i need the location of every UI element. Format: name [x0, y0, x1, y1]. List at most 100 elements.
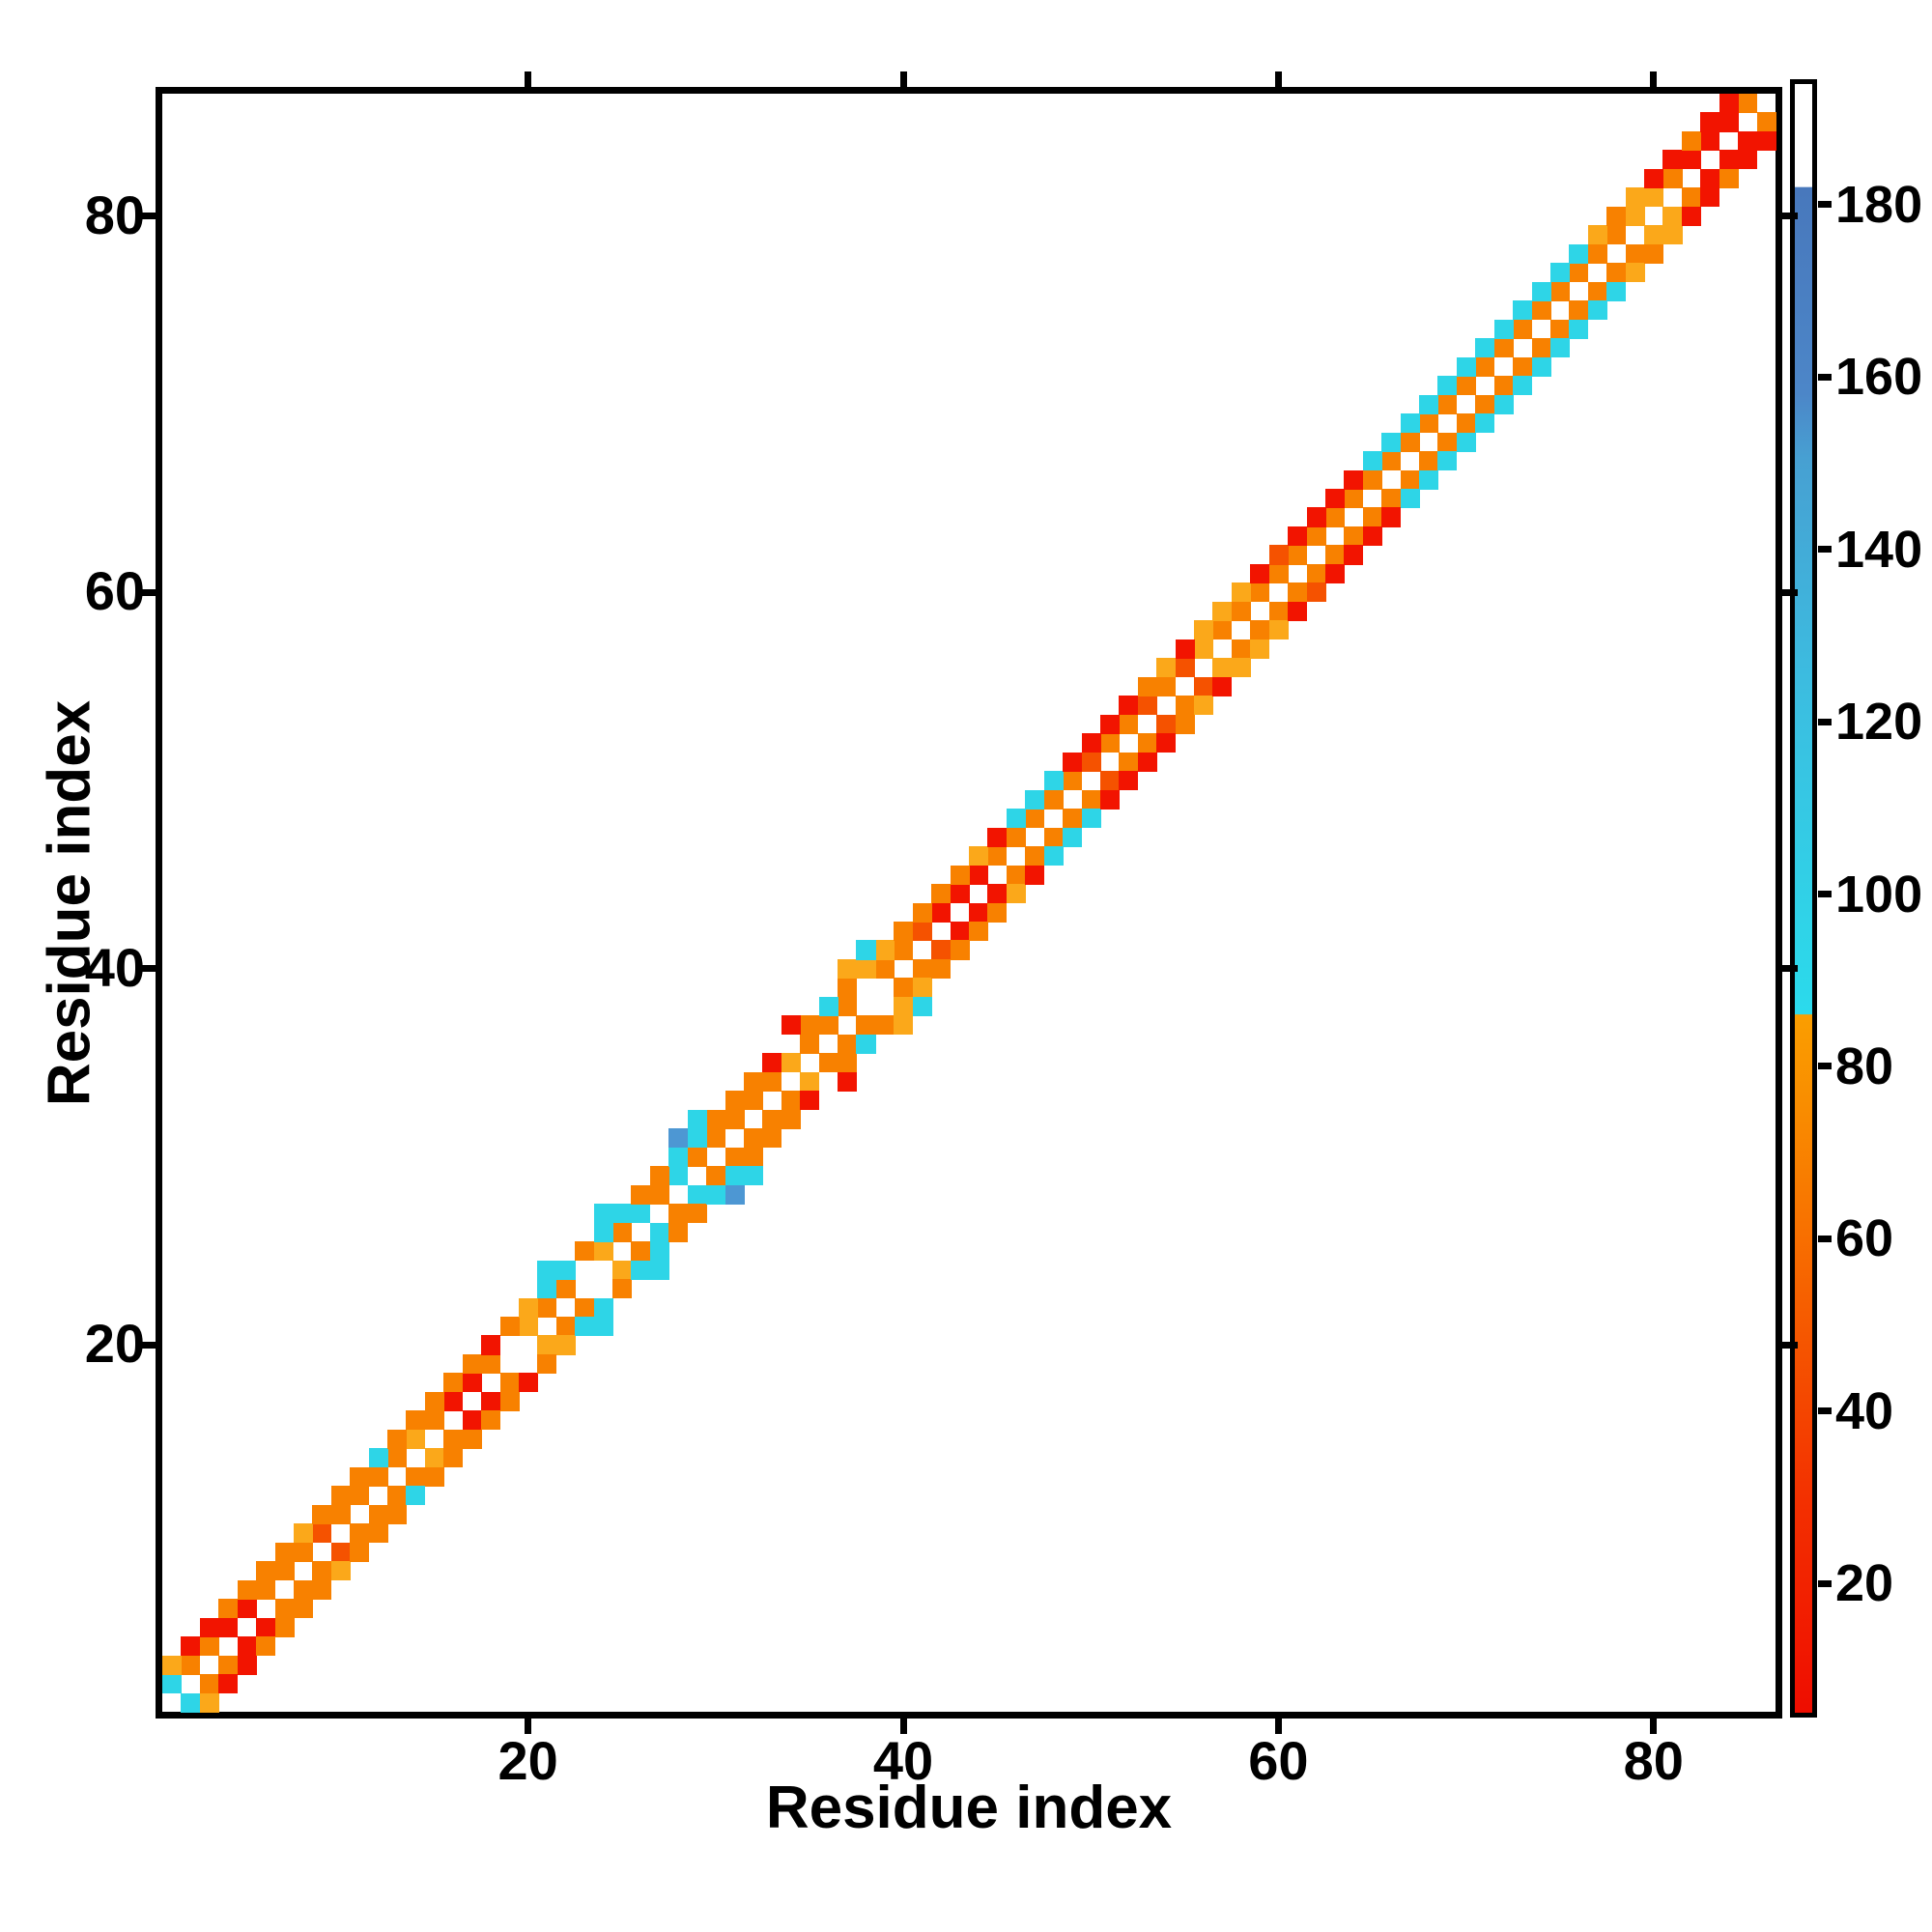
contact-cell — [762, 1128, 782, 1149]
colorbar-tick-mark — [1818, 1063, 1832, 1070]
contact-cell — [1381, 432, 1402, 452]
x-tick-mark — [525, 1719, 532, 1734]
contact-cell — [575, 1297, 595, 1318]
contact-cell — [1362, 451, 1382, 471]
contact-cell — [950, 940, 970, 960]
contact-cell — [1549, 338, 1570, 358]
contact-cell — [612, 1204, 633, 1224]
contact-cell — [894, 921, 914, 942]
contact-cell — [1756, 130, 1776, 152]
contact-cell — [1119, 714, 1139, 734]
contact-cell — [1644, 168, 1664, 188]
contact-cell — [293, 1599, 313, 1619]
colorbar-tick-label: 140 — [1835, 520, 1923, 579]
colorbar-tick-label: 20 — [1835, 1554, 1894, 1613]
contact-cell — [1175, 658, 1195, 678]
contact-cell — [256, 1561, 276, 1581]
contact-cell — [1456, 432, 1476, 452]
colorbar — [1790, 79, 1817, 1718]
x-tick-mark-top — [1650, 71, 1658, 87]
contact-cell — [743, 1071, 763, 1092]
contact-cell — [1081, 809, 1101, 829]
y-tick-label: 20 — [84, 1313, 145, 1375]
contact-cell — [256, 1617, 276, 1637]
contact-cell — [1324, 563, 1345, 583]
y-tick-label: 40 — [84, 936, 145, 998]
contact-cell — [762, 1071, 782, 1092]
contact-cell — [274, 1599, 295, 1619]
contact-cell — [724, 1147, 745, 1167]
contact-cell — [1681, 187, 1701, 208]
contact-cell — [1662, 150, 1683, 170]
contact-cell — [1437, 376, 1458, 396]
contact-cell — [199, 1692, 219, 1713]
contact-cell — [555, 1279, 576, 1299]
contact-cell — [1231, 658, 1251, 678]
contact-cell — [1569, 300, 1589, 321]
contact-cell — [1194, 676, 1214, 696]
contact-cell — [1137, 752, 1157, 772]
contact-cell — [555, 1335, 576, 1355]
contact-cell — [555, 1260, 576, 1280]
contact-cell — [1362, 526, 1382, 547]
contact-cell — [406, 1429, 426, 1449]
colorbar-tick-mark — [1818, 1579, 1832, 1587]
contact-cell — [1231, 601, 1251, 621]
contact-cell — [1738, 150, 1758, 170]
contact-cell — [1456, 356, 1476, 377]
contact-cell — [1625, 206, 1645, 226]
contact-cell — [1662, 168, 1683, 188]
contact-cell — [387, 1429, 408, 1449]
contact-cell — [987, 846, 1008, 867]
x-tick-mark-top — [1274, 71, 1282, 87]
y-tick-mark — [140, 965, 156, 973]
contact-cell — [1006, 809, 1026, 829]
contact-cell — [1419, 469, 1439, 490]
contact-cell — [874, 958, 895, 979]
contact-cell — [1681, 150, 1701, 170]
contact-cell — [162, 1674, 183, 1694]
contact-cell — [593, 1297, 613, 1318]
contact-cell — [555, 1316, 576, 1337]
contact-cell — [762, 1053, 782, 1073]
contact-cell — [1531, 300, 1551, 321]
contact-cell — [1063, 771, 1083, 791]
contact-cell — [724, 1166, 745, 1186]
contact-cell — [1175, 696, 1195, 716]
contact-cell — [1662, 225, 1683, 245]
colorbar-tick-label: 100 — [1835, 865, 1923, 923]
contact-cell — [1324, 545, 1345, 565]
contact-cell — [443, 1391, 464, 1411]
contact-cell — [387, 1486, 408, 1506]
contact-cell — [1043, 827, 1064, 847]
contact-cell — [1344, 526, 1364, 547]
contact-cell — [818, 1015, 838, 1036]
contact-cell — [856, 1034, 876, 1054]
contact-cell — [649, 1222, 669, 1242]
contact-cell — [969, 846, 989, 867]
colorbar-tick-mark — [1818, 718, 1832, 725]
contact-cell — [350, 1466, 370, 1487]
contact-cell — [481, 1335, 501, 1355]
contact-cell — [1043, 789, 1064, 810]
contact-cell — [687, 1204, 707, 1224]
colorbar-tick-mark — [1818, 891, 1832, 898]
colorbar-tick-mark — [1818, 373, 1832, 381]
contact-cell — [1063, 752, 1083, 772]
contact-cell — [612, 1260, 633, 1280]
x-tick-label: 20 — [497, 1730, 558, 1791]
contact-cell — [537, 1353, 557, 1374]
contact-cell — [838, 958, 858, 979]
contact-cell — [912, 958, 932, 979]
contact-cell — [218, 1674, 239, 1694]
contact-cell — [894, 978, 914, 998]
contact-cell — [274, 1617, 295, 1637]
contact-cell — [1381, 489, 1402, 509]
colorbar-tick-label: 60 — [1835, 1209, 1894, 1268]
contact-cell — [1175, 639, 1195, 659]
contact-cell — [912, 996, 932, 1016]
contact-cell — [330, 1504, 351, 1524]
contact-cell — [781, 1053, 801, 1073]
contact-cell — [668, 1147, 689, 1167]
contact-cell — [856, 958, 876, 979]
